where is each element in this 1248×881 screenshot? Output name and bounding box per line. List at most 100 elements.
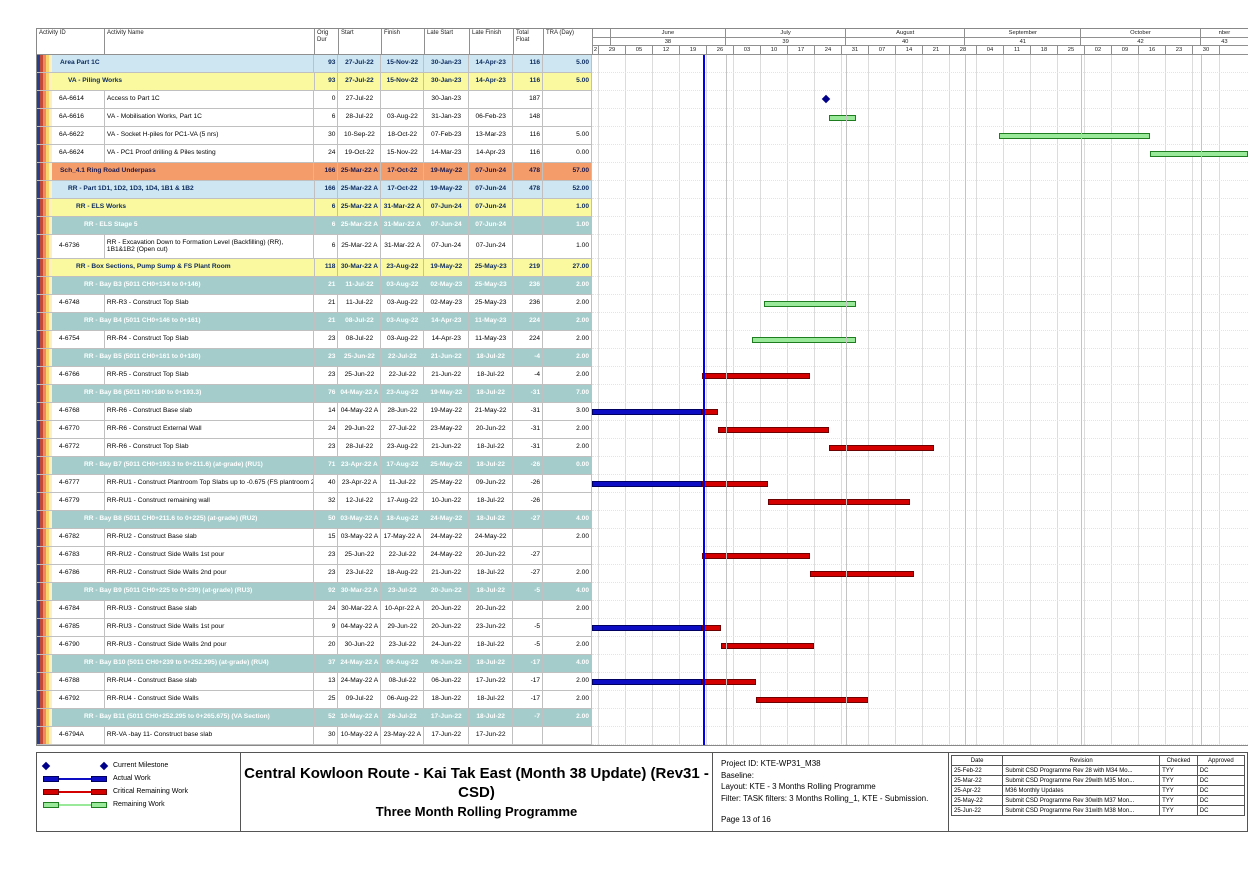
gantt-row[interactable] bbox=[592, 529, 1248, 547]
table-row[interactable]: 6A-6616 VA - Mobilisation Works, Part 1C 6… bbox=[37, 109, 1248, 127]
critical-work-bar[interactable] bbox=[721, 642, 814, 649]
critical-work-bar[interactable] bbox=[717, 426, 830, 433]
gantt-row[interactable] bbox=[592, 235, 1248, 259]
gantt-row[interactable] bbox=[592, 277, 1248, 295]
critical-work-bar[interactable] bbox=[702, 552, 811, 559]
remaining-work-bar[interactable] bbox=[752, 336, 857, 343]
summary-row[interactable]: RR - Bay B5 (5011 CH0+161 to 0+180) 23 25-… bbox=[37, 349, 1248, 367]
actual-work-bar[interactable] bbox=[592, 624, 703, 631]
summary-row[interactable]: RR - Bay B3 (5011 CH0+134 to 0+146) 21 11-… bbox=[37, 277, 1248, 295]
gantt-row[interactable] bbox=[592, 403, 1248, 421]
summary-row[interactable]: RR - Bay B11 (5011 CH0+252.295 to 0+265.… bbox=[37, 709, 1248, 727]
gantt-row[interactable] bbox=[592, 127, 1248, 145]
table-row[interactable]: 4-6748 RR-R3 - Construct Top Slab 21 11-Jul… bbox=[37, 295, 1248, 313]
summary-row[interactable]: RR - Bay B9 (5011 CH0+225 to 0+239) (at-… bbox=[37, 583, 1248, 601]
gantt-row[interactable] bbox=[592, 691, 1248, 709]
critical-work-bar[interactable] bbox=[702, 372, 811, 379]
summary-row[interactable]: RR - Bay B6 (5011 H0+180 to 0+193.3) 76 04… bbox=[37, 385, 1248, 403]
gantt-row[interactable] bbox=[592, 457, 1248, 475]
critical-work-bar[interactable] bbox=[702, 480, 768, 487]
summary-row[interactable]: Area Part 1C 93 27-Jul-22 15-Nov-22 30-Jan-2… bbox=[37, 55, 1248, 73]
table-row[interactable]: 4-6783 RR-RU2 - Construct Side Walls 1st … bbox=[37, 547, 1248, 565]
table-row[interactable]: 6A-6614 Access to Part 1C 0 27-Jul-22 30-Jan… bbox=[37, 91, 1248, 109]
gantt-row[interactable] bbox=[592, 331, 1248, 349]
cell-lfinish: 25-May-23 bbox=[469, 277, 514, 295]
summary-row[interactable]: RR - Bay B10 (5011 CH0+239 to 0+252.295)… bbox=[37, 655, 1248, 673]
remaining-work-bar[interactable] bbox=[829, 114, 857, 121]
actual-work-bar[interactable] bbox=[592, 408, 703, 415]
table-row[interactable]: 4-6785 RR-RU3 - Construct Side Walls 1st … bbox=[37, 619, 1248, 637]
table-row[interactable]: 4-6790 RR-RU3 - Construct Side Walls 2nd … bbox=[37, 637, 1248, 655]
critical-work-bar[interactable] bbox=[756, 696, 868, 703]
table-row[interactable]: 4-6754 RR-R4 - Construct Top Slab 23 08-Jul… bbox=[37, 331, 1248, 349]
activity-name-cell: RR-RU2 - Construct Side Walls 1st pour bbox=[104, 547, 315, 565]
gantt-row[interactable] bbox=[592, 367, 1248, 385]
gantt-row[interactable] bbox=[592, 421, 1248, 439]
critical-work-bar[interactable] bbox=[702, 408, 718, 415]
gantt-row[interactable] bbox=[592, 199, 1248, 217]
gantt-row[interactable] bbox=[592, 583, 1248, 601]
gantt-row[interactable] bbox=[592, 145, 1248, 163]
gantt-row[interactable] bbox=[592, 259, 1248, 277]
summary-row[interactable]: RR - Bay B8 (5011 CH0+211.6 to 0+225) (a… bbox=[37, 511, 1248, 529]
table-row[interactable]: 4-6768 RR-R6 - Construct Base slab 14 04-Ma… bbox=[37, 403, 1248, 421]
gantt-row[interactable] bbox=[592, 619, 1248, 637]
gantt-row[interactable] bbox=[592, 547, 1248, 565]
gantt-row[interactable] bbox=[592, 727, 1248, 745]
summary-row[interactable]: RR - Box Sections, Pump Sump & FS Plant … bbox=[37, 259, 1248, 277]
gantt-row[interactable] bbox=[592, 181, 1248, 199]
table-row[interactable]: 4-6792 RR-RU4 - Construct Side Walls 25 09-… bbox=[37, 691, 1248, 709]
table-row[interactable]: 6A-6622 VA - Socket H-piles for PC1-VA (5… bbox=[37, 127, 1248, 145]
gantt-row[interactable] bbox=[592, 55, 1248, 73]
table-row[interactable]: 4-6770 RR-R6 - Construct External Wall 24 2… bbox=[37, 421, 1248, 439]
table-row[interactable]: 4-6772 RR-R6 - Construct Top Slab 23 28-Jul… bbox=[37, 439, 1248, 457]
gantt-row[interactable] bbox=[592, 109, 1248, 127]
gantt-row[interactable] bbox=[592, 313, 1248, 331]
table-row[interactable]: 4-6794A RR-VA -bay 11- Construct base sla… bbox=[37, 727, 1248, 745]
table-row[interactable]: 6A-6624 VA - PC1 Proof drilling & Piles t… bbox=[37, 145, 1248, 163]
critical-work-bar[interactable] bbox=[810, 570, 915, 577]
gantt-row[interactable] bbox=[592, 385, 1248, 403]
gantt-row[interactable] bbox=[592, 349, 1248, 367]
gantt-row[interactable] bbox=[592, 637, 1248, 655]
critical-work-bar[interactable] bbox=[829, 444, 934, 451]
gantt-row[interactable] bbox=[592, 655, 1248, 673]
table-row[interactable]: 4-6788 RR-RU4 - Construct Base slab 13 24-M… bbox=[37, 673, 1248, 691]
actual-work-bar[interactable] bbox=[592, 678, 703, 685]
gantt-row[interactable] bbox=[592, 163, 1248, 181]
remaining-work-bar[interactable] bbox=[763, 300, 857, 307]
actual-work-bar[interactable] bbox=[592, 480, 703, 487]
table-row[interactable]: 4-6766 RR-R5 - Construct Top Slab 23 25-Jun… bbox=[37, 367, 1248, 385]
summary-row[interactable]: RR - Part 1D1, 1D2, 1D3, 1D4, 1B1 & 1B2 1… bbox=[37, 181, 1248, 199]
remaining-work-bar[interactable] bbox=[1149, 150, 1248, 157]
milestone-diamond[interactable] bbox=[821, 94, 830, 103]
gantt-row[interactable] bbox=[592, 475, 1248, 493]
gantt-row[interactable] bbox=[592, 601, 1248, 619]
summary-row[interactable]: Sch_4.1 Ring Road Underpass 166 25-Mar-22 … bbox=[37, 163, 1248, 181]
gantt-row[interactable] bbox=[592, 295, 1248, 313]
gantt-row[interactable] bbox=[592, 493, 1248, 511]
remaining-work-bar[interactable] bbox=[999, 132, 1150, 139]
summary-row[interactable]: RR - Bay B4 (5011 CH0+146 to 0+161) 21 08-… bbox=[37, 313, 1248, 331]
table-row[interactable]: 4-6786 RR-RU2 - Construct Side Walls 2nd … bbox=[37, 565, 1248, 583]
gantt-row[interactable] bbox=[592, 73, 1248, 91]
gantt-row[interactable] bbox=[592, 511, 1248, 529]
gantt-row[interactable] bbox=[592, 217, 1248, 235]
summary-row[interactable]: RR - Bay B7 (5011 CH0+193.3 to 0+211.6) … bbox=[37, 457, 1248, 475]
table-row[interactable]: 4-6782 RR-RU2 - Construct Base slab 15 03-M… bbox=[37, 529, 1248, 547]
gantt-row[interactable] bbox=[592, 565, 1248, 583]
summary-row[interactable]: RR - ELS Works 6 25-Mar-22 A 31-Mar-22 A 07-… bbox=[37, 199, 1248, 217]
critical-work-bar[interactable] bbox=[702, 624, 722, 631]
gantt-row[interactable] bbox=[592, 673, 1248, 691]
gantt-row[interactable] bbox=[592, 91, 1248, 109]
gantt-row[interactable] bbox=[592, 709, 1248, 727]
critical-work-bar[interactable] bbox=[702, 678, 757, 685]
table-row[interactable]: 4-6736 RR - Excavation Down to Formation … bbox=[37, 235, 1248, 259]
critical-work-bar[interactable] bbox=[767, 498, 911, 505]
table-row[interactable]: 4-6777 RR-RU1 - Construct Plantroom Top S… bbox=[37, 475, 1248, 493]
gantt-row[interactable] bbox=[592, 439, 1248, 457]
table-row[interactable]: 4-6784 RR-RU3 - Construct Base slab 24 30-M… bbox=[37, 601, 1248, 619]
summary-row[interactable]: VA - Piling Works 93 27-Jul-22 15-Nov-22 30-… bbox=[37, 73, 1248, 91]
table-row[interactable]: 4-6779 RR-RU1 - Construct remaining wall 3… bbox=[37, 493, 1248, 511]
